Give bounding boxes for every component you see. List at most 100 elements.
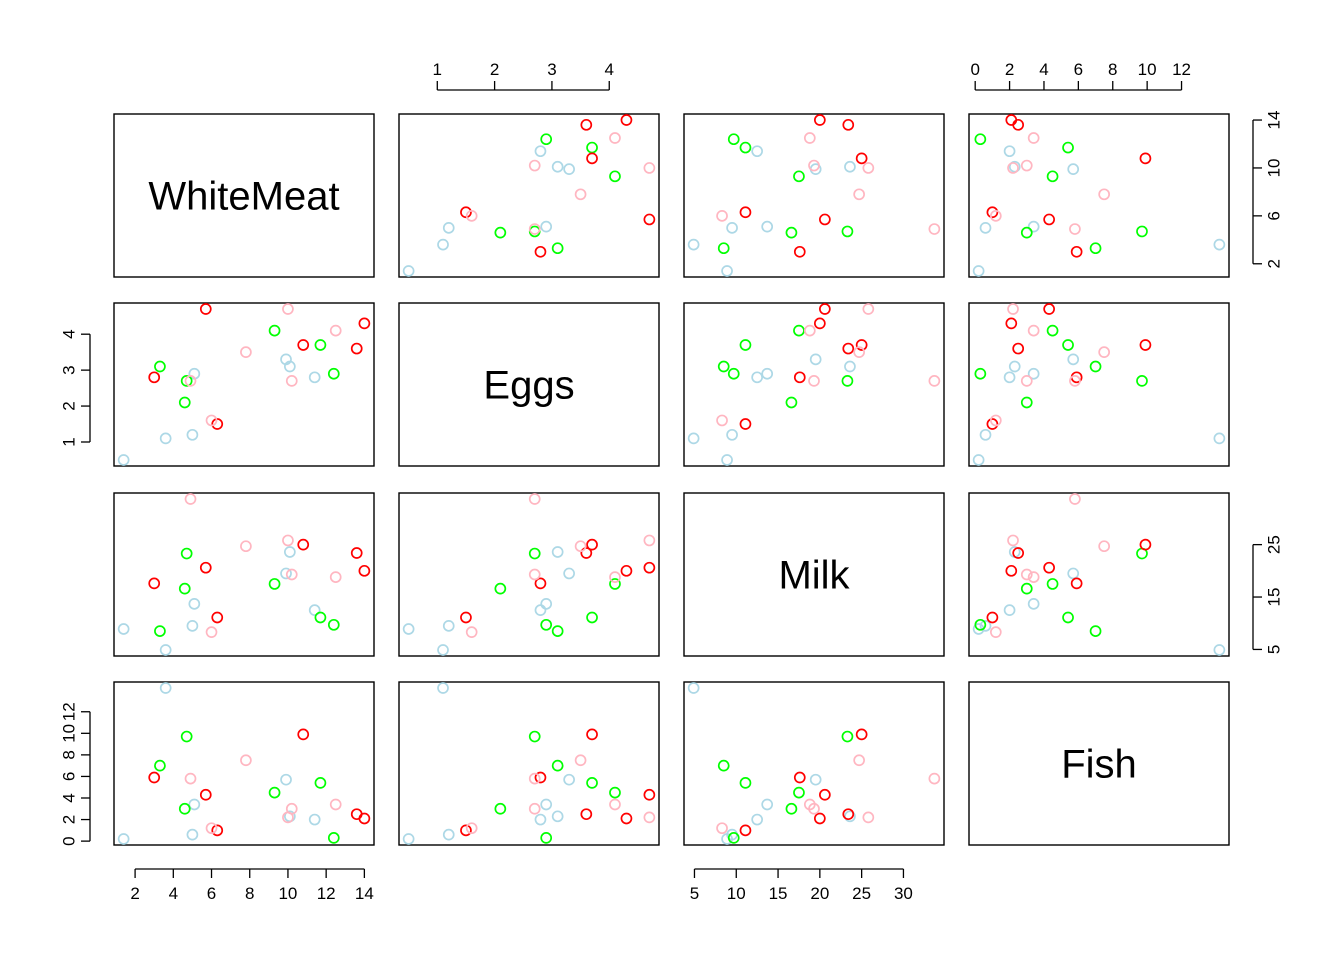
- point-whitemeat-vs-milk-20: [716, 210, 728, 222]
- point-fish-vs-milk-11: [739, 777, 752, 789]
- point-milk-vs-fish-3: [1027, 597, 1040, 610]
- point-fish-vs-whitemeat-20: [205, 822, 218, 835]
- tick-label-top-fish-8: 8: [1108, 60, 1117, 79]
- point-whitemeat-vs-milk-21: [853, 188, 865, 201]
- point-fish-vs-milk-13: [793, 771, 806, 784]
- tick-label-right-milk-25: 25: [1265, 535, 1284, 554]
- point-eggs-vs-milk-3: [761, 367, 774, 380]
- point-milk-vs-eggs-8: [494, 582, 507, 595]
- point-eggs-vs-milk-23: [808, 375, 820, 387]
- point-fish-vs-milk-17: [842, 808, 855, 821]
- point-whitemeat-vs-milk-12: [727, 133, 740, 146]
- point-milk-vs-fish-19: [1069, 493, 1081, 505]
- point-whitemeat-vs-fish-7: [1089, 242, 1102, 255]
- point-fish-vs-eggs-0: [402, 833, 415, 845]
- point-milk-vs-eggs-12: [540, 618, 553, 631]
- point-whitemeat-vs-fish-22: [1007, 162, 1019, 174]
- point-whitemeat-vs-milk-9: [841, 225, 854, 238]
- point-fish-vs-milk-4: [809, 773, 822, 786]
- tick-label-bottom-whitemeat-8: 8: [245, 884, 254, 903]
- tick-label-right-milk-15: 15: [1265, 588, 1284, 607]
- point-milk-vs-fish-2: [979, 620, 992, 632]
- point-milk-vs-whitemeat-8: [178, 582, 191, 595]
- tick-label-bottom-milk-10: 10: [727, 884, 746, 903]
- point-whitemeat-vs-eggs-12: [540, 133, 553, 146]
- panel-milk-eggs: [398, 492, 660, 657]
- point-fish-vs-eggs-1: [437, 682, 449, 694]
- point-milk-vs-fish-7: [1089, 625, 1102, 637]
- point-whitemeat-vs-milk-6: [751, 145, 764, 158]
- point-milk-vs-eggs-6: [534, 604, 547, 616]
- point-eggs-vs-fish-5: [1008, 360, 1021, 373]
- point-fish-vs-eggs-16: [586, 728, 598, 741]
- point-whitemeat-vs-eggs-23: [528, 159, 541, 172]
- point-milk-vs-eggs-15: [460, 611, 472, 624]
- point-milk-vs-fish-8: [1020, 582, 1033, 595]
- point-eggs-vs-whitemeat-14: [199, 303, 212, 315]
- point-eggs-vs-fish-6: [1003, 371, 1016, 384]
- point-whitemeat-vs-eggs-17: [580, 118, 593, 131]
- point-eggs-vs-whitemeat-2: [186, 428, 199, 441]
- point-eggs-vs-fish-2: [979, 428, 992, 441]
- point-eggs-vs-fish-9: [1136, 375, 1148, 387]
- point-whitemeat-vs-milk-10: [793, 170, 805, 183]
- tick-label-top-eggs-4: 4: [605, 60, 614, 79]
- point-whitemeat-vs-eggs-10: [609, 170, 621, 183]
- point-milk-vs-whitemeat-18: [358, 564, 371, 577]
- point-milk-vs-whitemeat-9: [180, 547, 193, 560]
- point-whitemeat-vs-eggs-0: [402, 265, 415, 277]
- point-milk-vs-fish-18: [1005, 564, 1018, 577]
- point-whitemeat-vs-fish-0: [972, 265, 985, 277]
- point-milk-vs-whitemeat-7: [154, 625, 166, 637]
- point-milk-vs-whitemeat-6: [308, 604, 321, 616]
- point-milk-vs-fish-12: [974, 618, 987, 631]
- point-milk-vs-whitemeat-2: [186, 620, 199, 632]
- point-fish-vs-milk-24: [803, 798, 816, 811]
- panel-fish-whitemeat: [113, 681, 375, 846]
- point-milk-vs-eggs-2: [442, 620, 455, 632]
- point-eggs-vs-whitemeat-7: [154, 360, 166, 373]
- point-whitemeat-vs-fish-3: [1027, 220, 1040, 233]
- point-fish-vs-whitemeat-9: [180, 730, 193, 743]
- point-milk-vs-eggs-17: [580, 547, 593, 559]
- point-whitemeat-vs-eggs-22: [643, 162, 656, 174]
- point-eggs-vs-whitemeat-24: [329, 324, 342, 337]
- point-fish-vs-eggs-23: [528, 802, 541, 815]
- point-fish-vs-milk-1: [687, 682, 700, 694]
- point-milk-vs-eggs-9: [528, 547, 541, 560]
- point-whitemeat-vs-fish-19: [1069, 223, 1081, 235]
- point-milk-vs-eggs-23: [528, 568, 541, 581]
- point-eggs-vs-milk-10: [793, 324, 805, 337]
- point-whitemeat-vs-eggs-24: [609, 132, 621, 144]
- point-fish-vs-whitemeat-4: [280, 773, 292, 786]
- point-fish-vs-milk-12: [727, 832, 740, 844]
- point-milk-vs-fish-21: [1098, 540, 1111, 553]
- point-fish-vs-milk-7: [717, 759, 730, 772]
- point-fish-vs-eggs-4: [563, 773, 575, 786]
- point-whitemeat-vs-fish-9: [1136, 225, 1148, 238]
- tick-label-left-fish-2: 2: [60, 815, 79, 824]
- point-whitemeat-vs-fish-4: [1067, 163, 1080, 175]
- point-whitemeat-vs-fish-20: [989, 210, 1002, 222]
- point-whitemeat-vs-milk-1: [687, 238, 700, 251]
- point-whitemeat-vs-eggs-5: [551, 160, 564, 173]
- point-whitemeat-vs-fish-17: [1012, 118, 1025, 131]
- point-eggs-vs-fish-11: [1062, 339, 1074, 351]
- point-milk-vs-fish-15: [986, 611, 999, 624]
- point-whitemeat-vs-fish-8: [1020, 226, 1033, 239]
- point-fish-vs-milk-20: [716, 822, 728, 835]
- point-eggs-vs-fish-16: [1139, 339, 1152, 351]
- point-milk-vs-eggs-1: [437, 644, 449, 656]
- point-fish-vs-milk-22: [862, 811, 875, 824]
- point-whitemeat-vs-eggs-1: [437, 238, 449, 251]
- point-fish-vs-milk-16: [855, 728, 868, 741]
- point-fish-vs-milk-6: [751, 813, 764, 826]
- point-fish-vs-whitemeat-18: [358, 812, 371, 825]
- point-fish-vs-eggs-8: [494, 802, 507, 815]
- point-fish-vs-whitemeat-7: [154, 759, 166, 772]
- point-whitemeat-vs-milk-3: [761, 220, 774, 233]
- point-milk-vs-whitemeat-16: [297, 538, 310, 551]
- tick-label-bottom-whitemeat-10: 10: [278, 884, 297, 903]
- point-eggs-vs-milk-18: [814, 317, 826, 330]
- point-eggs-vs-milk-0: [721, 454, 733, 466]
